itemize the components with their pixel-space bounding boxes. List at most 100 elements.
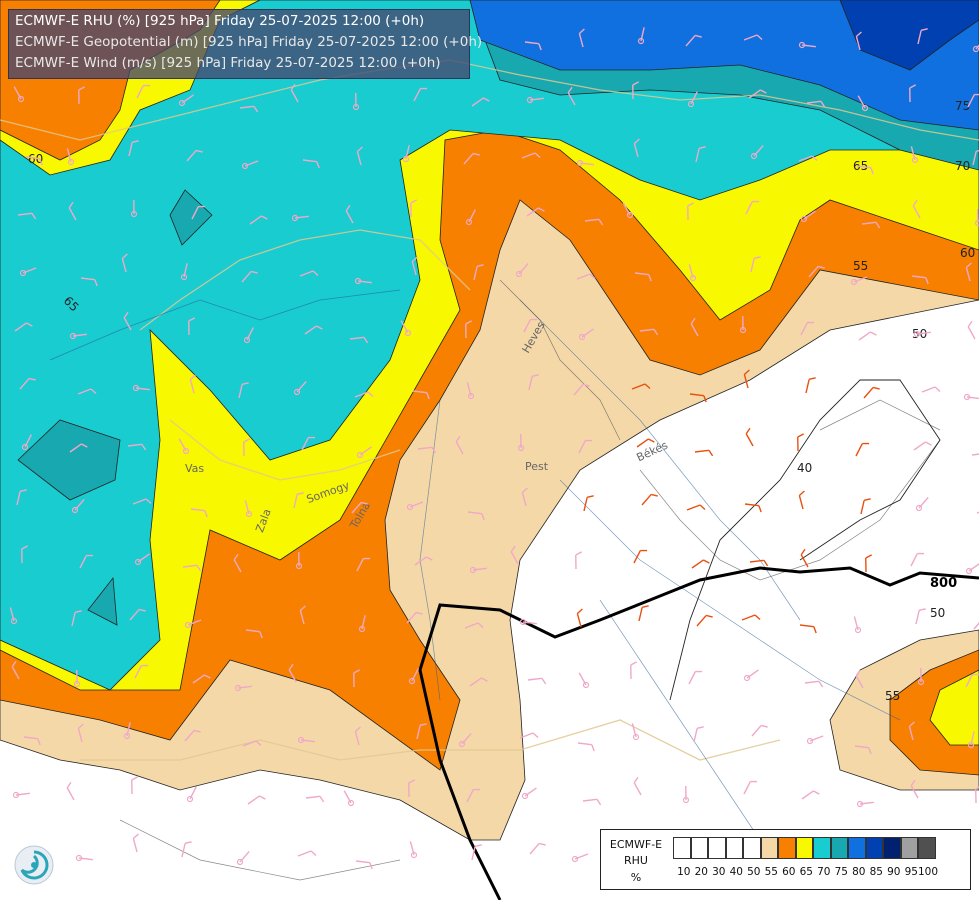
- legend-swatch: [708, 837, 726, 859]
- legend-tick-label: 10: [677, 866, 691, 878]
- wind-barb: [406, 611, 423, 624]
- legend-tick-label: 90: [887, 866, 901, 878]
- wind-barb: [247, 795, 266, 805]
- wind-barb: [578, 28, 585, 48]
- wind-barb: [186, 786, 197, 803]
- wind-barb: [910, 552, 925, 567]
- wind-barb: [631, 723, 640, 741]
- wind-barb: [806, 100, 826, 108]
- wind-barb: [515, 262, 529, 278]
- legend-tick-label: 70: [817, 866, 831, 878]
- wind-barb: [972, 37, 979, 53]
- wind-barb: [915, 608, 926, 625]
- wind-barb: [21, 545, 29, 564]
- wind-barb: [695, 146, 706, 163]
- wind-barb: [178, 94, 194, 107]
- wind-barb: [524, 41, 542, 51]
- legend-swatch: [813, 837, 831, 859]
- wind-barb: [243, 438, 251, 457]
- header-rhu: ECMWF-E RHU (%) [925 hPa] Friday 25-07-2…: [15, 13, 425, 29]
- wind-barb: [510, 545, 519, 565]
- wind-barb: [299, 270, 319, 277]
- wind-barb: [575, 551, 583, 570]
- wind-barb: [523, 318, 538, 333]
- wind-barb: [517, 433, 525, 452]
- wind-barb: [130, 199, 138, 218]
- wind-barb: [69, 443, 88, 453]
- wind-barb: [75, 854, 93, 862]
- wind-barb: [186, 149, 203, 162]
- wind-barb: [136, 84, 151, 99]
- wind-barb: [301, 436, 316, 451]
- wind-barb: [965, 673, 979, 688]
- wind-barb: [352, 92, 360, 111]
- legend-tick-label: 50: [747, 866, 761, 878]
- legend-swatch: [725, 837, 743, 859]
- wind-barb: [688, 670, 703, 685]
- wind-barb: [354, 391, 374, 398]
- wind-barb: [406, 501, 424, 511]
- wind-barb: [25, 156, 43, 166]
- wind-barb: [685, 34, 702, 47]
- legend-swatch: [690, 837, 708, 859]
- wind-barb: [633, 138, 640, 158]
- wind-barb: [471, 97, 490, 107]
- wind-barb: [967, 731, 975, 749]
- wind-barb: [127, 443, 147, 451]
- geopotential-800-line: [418, 566, 979, 900]
- wind-barb: [412, 390, 430, 400]
- wind-barb: [234, 684, 252, 692]
- wind-barb: [682, 785, 690, 804]
- wind-barb: [465, 209, 476, 226]
- wind-barb: [912, 199, 921, 219]
- wind-barb: [751, 724, 768, 737]
- svg-text:800: 800: [930, 576, 957, 591]
- wind-barb: [526, 207, 545, 217]
- wind-barb: [913, 441, 932, 451]
- wind-barb: [190, 508, 208, 518]
- wind-barb: [911, 275, 929, 285]
- wind-barb: [799, 624, 817, 634]
- wind-barb: [691, 559, 710, 569]
- wind-barb: [806, 735, 824, 745]
- wind-barb: [865, 554, 873, 573]
- wind-barb: [529, 842, 546, 855]
- wind-barb: [16, 489, 27, 506]
- wind-barb: [245, 629, 263, 639]
- wind-barb: [745, 200, 760, 215]
- wind-barb: [353, 669, 361, 688]
- svg-text:55: 55: [853, 259, 868, 273]
- wind-barb: [241, 160, 259, 170]
- wind-barb: [690, 317, 699, 337]
- legend-ticks: 10 20 30 40 50 55 60 65 70 75 80 85 90 95 100: [673, 866, 938, 878]
- wind-barb: [402, 145, 410, 163]
- legend-tick-label: 95: [904, 866, 918, 878]
- wind-barb: [469, 566, 487, 574]
- wind-barb: [853, 616, 862, 634]
- wind-barb: [189, 374, 196, 394]
- wind-barb: [69, 332, 87, 340]
- legend-tick-label: 55: [764, 866, 778, 878]
- wind-barb: [639, 328, 659, 336]
- wind-barb: [121, 253, 128, 273]
- header-wind: ECMWF-E Wind (m/s) [925 hPa] Friday 25-0…: [15, 55, 441, 71]
- legend-unit: %: [630, 871, 642, 884]
- legend-title: ECMWF-E: [609, 838, 663, 851]
- wind-barb: [634, 272, 652, 282]
- wind-barb: [243, 327, 254, 344]
- wind-barb: [567, 86, 576, 106]
- wind-barb: [79, 554, 94, 569]
- wind-barb: [750, 256, 761, 273]
- legend-swatch: [918, 837, 936, 859]
- wind-barb: [293, 492, 304, 509]
- wind-barb: [967, 93, 979, 108]
- wind-barb: [458, 732, 472, 748]
- wind-barb: [469, 677, 488, 687]
- wind-barb: [850, 276, 868, 286]
- wind-barb: [863, 386, 880, 399]
- legend-tick-label: 20: [694, 866, 708, 878]
- wind-barb: [857, 95, 869, 112]
- wind-barb: [860, 498, 871, 515]
- wind-barb: [134, 553, 150, 566]
- wind-barb: [622, 202, 634, 219]
